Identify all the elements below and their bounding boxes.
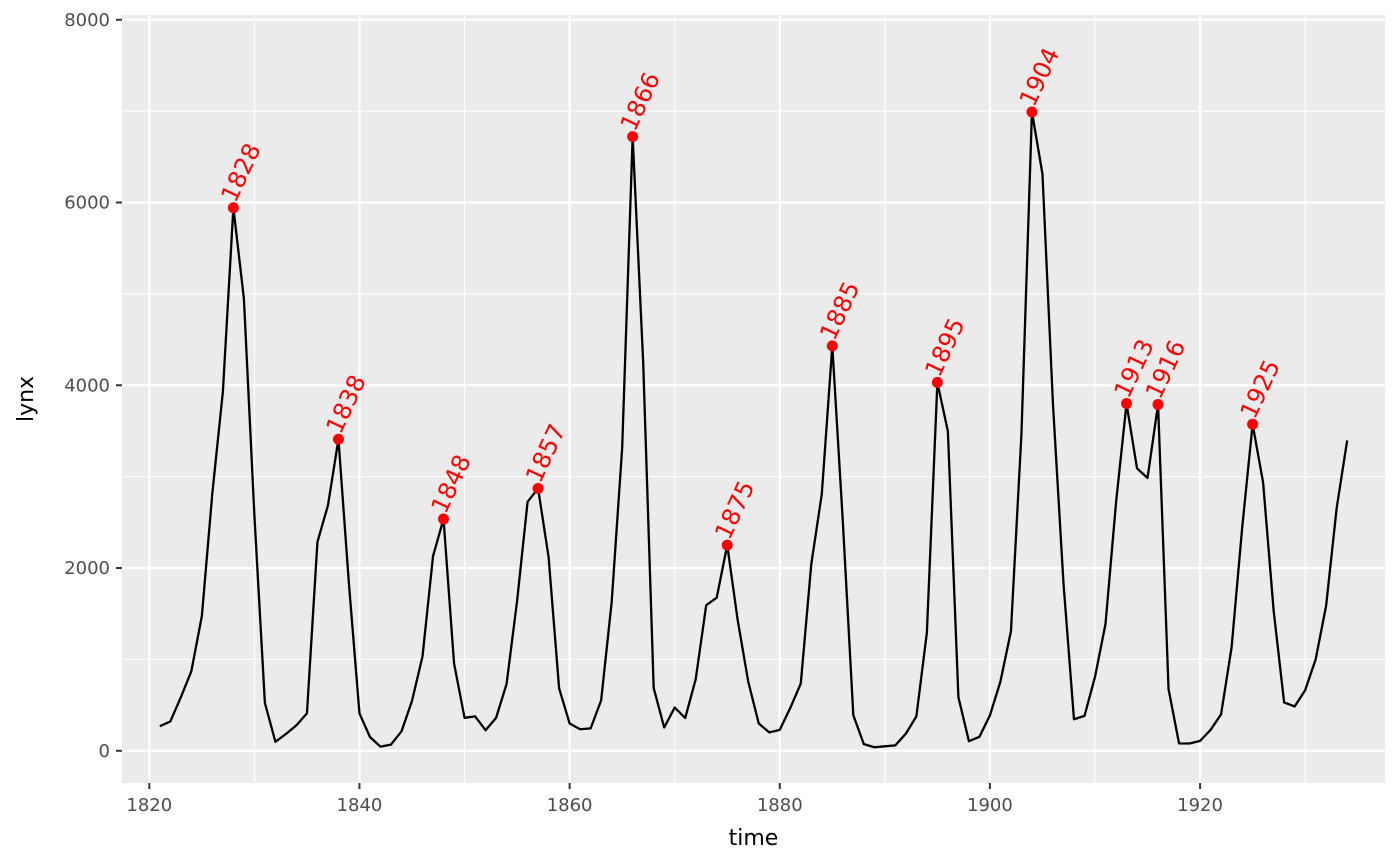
peak-point (1152, 398, 1164, 410)
y-tick-label: 4000 (64, 375, 110, 396)
peak-point (438, 513, 450, 525)
axes: 1820 1840 1860 1880 1900 1920 0 2000 4000 6000 800… (64, 10, 1223, 816)
peak-point (931, 376, 943, 388)
peak-point (532, 482, 544, 494)
y-tick-label: 6000 (64, 193, 110, 214)
plot-panel (122, 15, 1385, 783)
y-tick-label: 8000 (64, 10, 110, 31)
x-tick-label: 1880 (757, 795, 803, 816)
peak-point (227, 202, 239, 214)
y-tick-label: 0 (99, 741, 110, 762)
minor-gridlines (122, 15, 1385, 783)
x-tick-label: 1840 (337, 795, 383, 816)
x-tick-label: 1920 (1177, 795, 1223, 816)
x-tick-label: 1820 (126, 795, 172, 816)
y-axis-title: lynx (14, 376, 39, 422)
major-gridlines (122, 15, 1385, 783)
peak-point (1121, 398, 1133, 410)
peak-point (721, 539, 733, 551)
y-tick-label: 2000 (64, 558, 110, 579)
peak-point (627, 131, 639, 143)
x-tick-label: 1900 (967, 795, 1013, 816)
series-layer (159, 110, 1349, 749)
peak-point (1247, 418, 1259, 430)
series-line (159, 110, 1349, 749)
peak-point (1026, 106, 1038, 118)
peak-point (826, 340, 838, 352)
peak-point (332, 433, 344, 445)
x-axis-title: time (729, 826, 779, 851)
x-tick-label: 1860 (547, 795, 593, 816)
